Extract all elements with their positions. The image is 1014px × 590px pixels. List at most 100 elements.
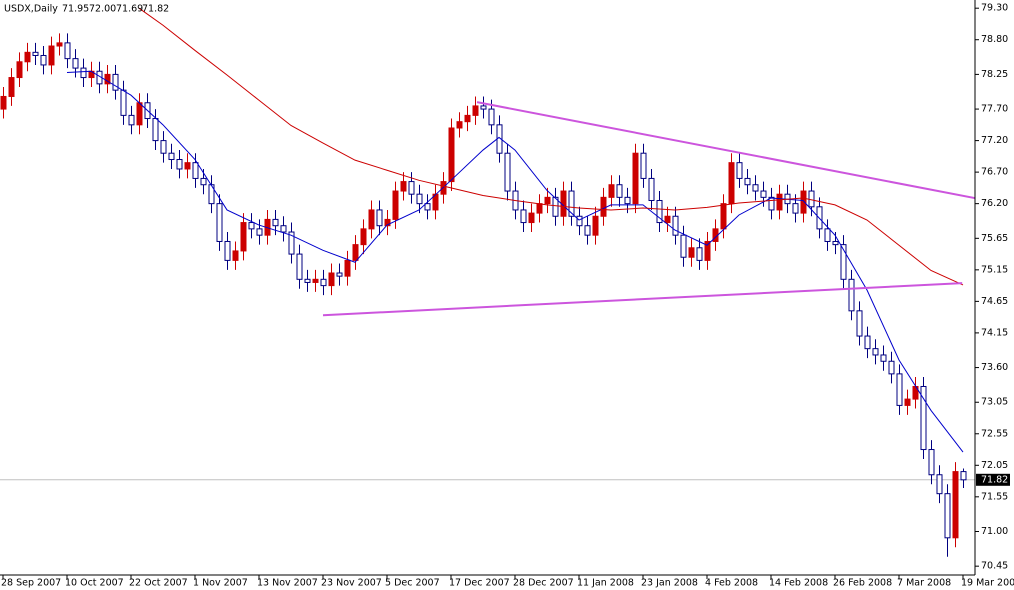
y-tick-label: 73.60 (981, 362, 1008, 373)
candle-body (624, 196, 631, 205)
x-tick-label: 13 Nov 2007 (257, 578, 318, 589)
candle-body (688, 247, 695, 258)
candle-body (112, 73, 119, 91)
candle-body (344, 259, 351, 277)
candle-body (232, 250, 239, 261)
candle-body (696, 247, 703, 261)
candle-body (640, 152, 647, 179)
candle-body (568, 190, 575, 217)
candle-body (480, 105, 487, 110)
candle-body (576, 215, 583, 227)
x-tick-label: 28 Sep 2007 (1, 578, 61, 589)
candle-body (888, 360, 895, 375)
x-tick-label: 19 Mar 2008 (961, 578, 1014, 589)
candle-body (368, 209, 375, 230)
last-price-label: 71.82 (981, 474, 1008, 485)
candle-body (392, 190, 399, 220)
candle-body (72, 58, 79, 69)
header-low: 71.69 (116, 4, 143, 15)
candle-body (952, 471, 959, 539)
candle-body (800, 190, 807, 214)
x-tick-label: 14 Feb 2008 (769, 578, 828, 589)
candle-body (920, 385, 927, 451)
x-tick-label: 28 Dec 2007 (513, 578, 574, 589)
candle-body (848, 278, 855, 312)
y-tick-label: 75.65 (981, 233, 1008, 244)
candle-body (704, 240, 711, 261)
candle-body (328, 272, 335, 287)
last-price-box (976, 473, 1010, 486)
y-tick-label: 71.00 (981, 526, 1008, 537)
candle-body (272, 218, 279, 227)
candle-body (16, 61, 23, 79)
y-tick-label: 78.25 (981, 69, 1008, 80)
x-tick-label: 5 Dec 2007 (385, 578, 440, 589)
candle-body (472, 105, 479, 116)
candle-body (128, 114, 135, 126)
candle-body (8, 77, 15, 97)
header-high: 72.00 (89, 4, 116, 15)
candle-body (736, 162, 743, 179)
y-tick-label: 71.55 (981, 491, 1008, 502)
candle-body (728, 162, 735, 205)
candle-body (608, 184, 615, 198)
candle-body (776, 193, 783, 211)
x-tick-label: 1 Nov 2007 (193, 578, 248, 589)
candle-body (744, 177, 751, 186)
candle-body (808, 190, 815, 208)
candle-body (40, 54, 47, 66)
candle-body (216, 203, 223, 242)
y-tick-label: 72.05 (981, 460, 1008, 471)
x-tick-label: 4 Feb 2008 (705, 578, 758, 589)
candle-body (616, 184, 623, 198)
y-tick-label: 73.05 (981, 397, 1008, 408)
candle-body (584, 225, 591, 236)
header-open: 71.95 (62, 4, 89, 15)
moving-average (138, 7, 964, 286)
x-tick-label: 17 Dec 2007 (449, 578, 510, 589)
candle-body (312, 278, 319, 283)
y-tick-label: 76.20 (981, 198, 1008, 209)
candle-body (528, 212, 535, 224)
candle-body (168, 152, 175, 161)
candle-body (288, 231, 295, 255)
candle-body (280, 225, 287, 233)
candle-body (856, 310, 863, 337)
candle-body (424, 203, 431, 211)
candle-body (720, 203, 727, 230)
candle-body (824, 228, 831, 242)
trendline (476, 101, 975, 200)
candle-body (592, 215, 599, 236)
candle-body (296, 253, 303, 280)
x-tick-label: 11 Jan 2008 (577, 578, 634, 589)
candle-body (928, 449, 935, 476)
candle-body (872, 348, 879, 356)
x-tick-label: 10 Oct 2007 (65, 578, 124, 589)
candle-body (600, 196, 607, 217)
candle-body (656, 199, 663, 224)
x-tick-label: 7 Mar 2008 (897, 578, 951, 589)
candle-body (184, 162, 191, 170)
candle-body (520, 209, 527, 224)
candle-body (832, 240, 839, 246)
candle-body (160, 140, 167, 154)
candle-body (488, 108, 495, 126)
candle-body (400, 181, 407, 192)
candle-body (248, 222, 255, 230)
candle-body (376, 209, 383, 227)
y-tick-label: 76.70 (981, 167, 1008, 178)
candle-body (944, 493, 951, 539)
candle-body (120, 89, 127, 116)
candle-body (32, 51, 39, 56)
candle-body (256, 228, 263, 236)
candle-body (176, 159, 183, 170)
candle-body (664, 215, 671, 224)
candle-body (936, 474, 943, 495)
candle-body (64, 42, 71, 60)
candle-body (192, 162, 199, 179)
candle-body (136, 102, 143, 126)
candle-body (448, 127, 455, 183)
